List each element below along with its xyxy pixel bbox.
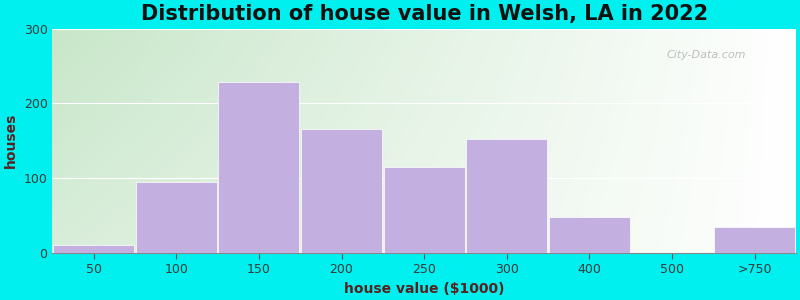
Y-axis label: houses: houses [4, 113, 18, 168]
Bar [136, 182, 217, 253]
Bar [384, 167, 465, 253]
Bar [714, 227, 795, 253]
Text: City-Data.com: City-Data.com [667, 50, 746, 60]
X-axis label: house value ($1000): house value ($1000) [344, 282, 504, 296]
Bar [549, 217, 630, 253]
Bar [466, 139, 547, 253]
Bar [54, 245, 134, 253]
Bar [301, 130, 382, 253]
Bar [218, 82, 299, 253]
Title: Distribution of house value in Welsh, LA in 2022: Distribution of house value in Welsh, LA… [141, 4, 708, 24]
